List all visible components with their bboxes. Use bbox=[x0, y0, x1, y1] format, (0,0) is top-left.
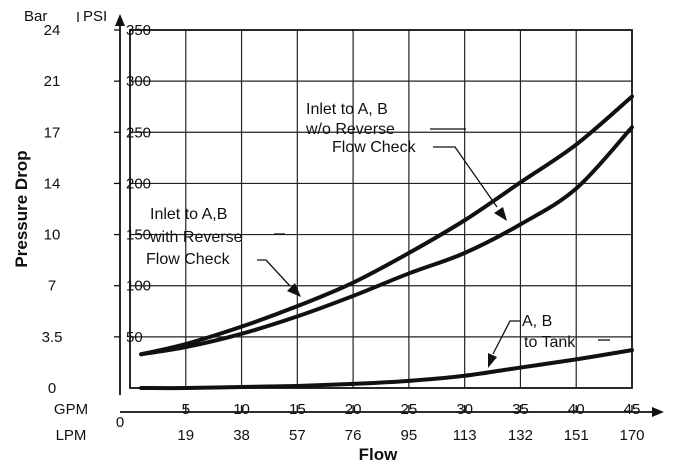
x-tick-label-gpm-7: 40 bbox=[568, 401, 585, 418]
x-tick-label-lpm-0: 19 bbox=[177, 427, 194, 444]
series-2-leader bbox=[492, 320, 520, 355]
tick-labels: 5191038155720762595301133513240151451705… bbox=[42, 22, 645, 444]
x-tick-label-gpm-5: 30 bbox=[456, 401, 473, 418]
y-tick-label-bar-5: 17 bbox=[44, 124, 61, 141]
y-tick-label-psi-0: 50 bbox=[126, 329, 143, 346]
series-1-label-line-1: Inlet to A,B bbox=[150, 206, 227, 223]
series-0-arrowhead bbox=[494, 207, 507, 221]
series-0-label-line-1: Inlet to A, B bbox=[306, 101, 388, 118]
series-1-label-line-2: with Reverse bbox=[149, 229, 243, 246]
y-tick-label-psi-1: 100 bbox=[126, 278, 151, 295]
x-tick-label-gpm-4: 25 bbox=[401, 401, 418, 418]
y-tick-label-bar-4: 14 bbox=[44, 175, 61, 192]
x-tick-label-gpm-1: 10 bbox=[233, 401, 250, 418]
x-unit-secondary: LPM bbox=[56, 427, 87, 444]
y-axis-title: Pressure Drop bbox=[12, 150, 31, 267]
axes-group bbox=[77, 12, 664, 417]
series-1-curve bbox=[139, 125, 634, 357]
y-unit-secondary: Bar bbox=[24, 8, 47, 25]
y-tick-label-psi-3: 200 bbox=[126, 175, 151, 192]
x-tick-label-lpm-7: 151 bbox=[564, 427, 589, 444]
series-1-label-line-3: Flow Check bbox=[146, 251, 231, 268]
x-tick-label-lpm-1: 38 bbox=[233, 427, 250, 444]
annotation-series-2: A, B to Tank bbox=[488, 313, 610, 368]
y-tick-label-bar-3: 10 bbox=[44, 227, 61, 244]
x-tick-label-lpm-2: 57 bbox=[289, 427, 306, 444]
y-tick-label-bar-7: 24 bbox=[44, 22, 61, 39]
x-tick-label-lpm-6: 132 bbox=[508, 427, 533, 444]
series-2-label-line-2: to Tank bbox=[524, 334, 576, 351]
x-tick-label-lpm-5: 113 bbox=[453, 427, 477, 444]
y-tick-label-bar-6: 21 bbox=[44, 73, 61, 90]
series-0-leader-2 bbox=[433, 146, 498, 208]
x-axis-arrow bbox=[652, 407, 664, 417]
series-0-label-line-2: w/o Reverse bbox=[305, 121, 395, 138]
y-tick-label-psi-5: 300 bbox=[126, 73, 151, 90]
annotation-series-1: Inlet to A,B with Reverse Flow Check bbox=[146, 206, 301, 297]
series-2-arrowhead bbox=[488, 353, 497, 368]
x-tick-label-lpm-4: 95 bbox=[401, 427, 418, 444]
y-tick-label-bar-2: 7 bbox=[48, 278, 56, 295]
x-axis-title: Flow bbox=[359, 445, 398, 464]
series-2-label-line-1: A, B bbox=[522, 313, 552, 330]
x-unit-primary: GPM bbox=[54, 401, 88, 418]
series-0-label-line-3: Flow Check bbox=[332, 139, 417, 156]
series-0-curve bbox=[139, 94, 634, 357]
x-tick-label-gpm-2: 15 bbox=[289, 401, 306, 418]
x-tick-label-gpm-6: 35 bbox=[512, 401, 529, 418]
x-tick-label-lpm-3: 76 bbox=[345, 427, 362, 444]
x-origin-label: 0 bbox=[116, 414, 124, 431]
y-tick-label-psi-4: 250 bbox=[126, 124, 151, 141]
curves bbox=[139, 94, 634, 391]
plot-frame bbox=[129, 29, 633, 389]
series-1-arrowhead bbox=[287, 283, 301, 297]
x-tick-label-gpm-0: 5 bbox=[182, 401, 190, 418]
x-tick-label-lpm-8: 170 bbox=[619, 427, 644, 444]
grid-lines bbox=[130, 30, 632, 388]
y-tick-label-bar-1: 3.5 bbox=[42, 329, 63, 346]
annotation-series-0: Inlet to A, B w/o Reverse Flow Check bbox=[305, 101, 507, 221]
y-tick-label-bar-0: 0 bbox=[48, 380, 56, 397]
series-2-curve bbox=[139, 348, 634, 391]
series-1-leader-2 bbox=[257, 259, 291, 287]
y-axis-arrow bbox=[115, 14, 125, 26]
x-tick-label-gpm-8: 45 bbox=[624, 401, 641, 418]
x-tick-label-gpm-3: 20 bbox=[345, 401, 362, 418]
y-unit-primary: PSI bbox=[83, 8, 107, 25]
y-tick-label-psi-2: 150 bbox=[126, 227, 151, 244]
y-tick-label-psi-6: 350 bbox=[126, 22, 151, 39]
